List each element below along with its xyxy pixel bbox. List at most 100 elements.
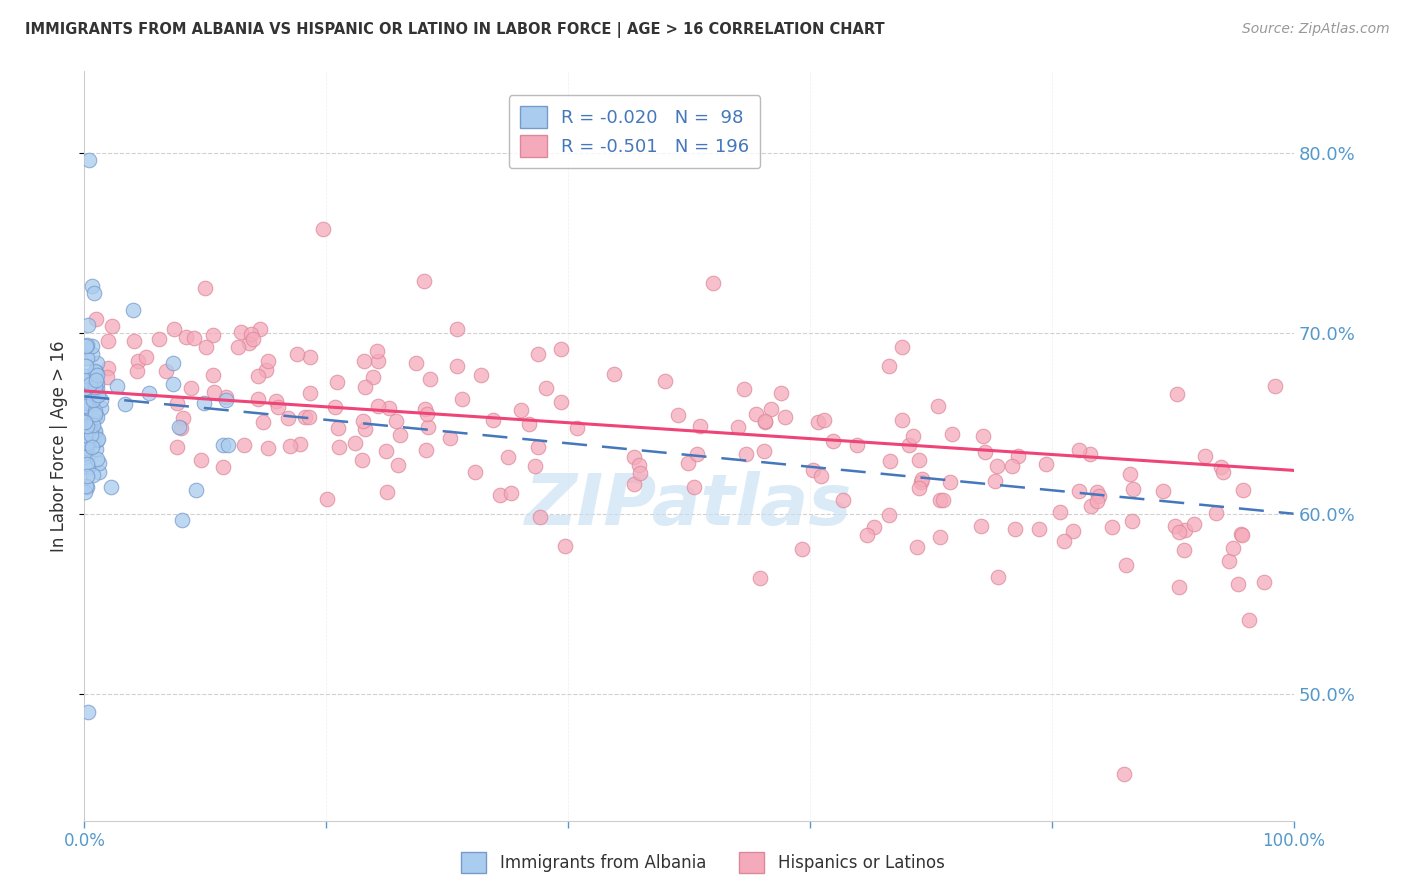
Point [970, 518, 993, 533]
Point [82, 395, 104, 409]
Point [450, 392, 472, 406]
Point [298, 350, 321, 364]
Point [910, 475, 932, 490]
Point [77, 460, 100, 475]
Point [73, 419, 96, 434]
Point [363, 370, 385, 384]
Point [987, 570, 1010, 584]
Point [76, 372, 98, 386]
Point [90, 401, 112, 416]
Point [905, 541, 928, 555]
Point [240, 327, 263, 342]
Point [1173, 543, 1195, 558]
Point [77, 318, 100, 332]
Point [215, 393, 238, 408]
Point [831, 492, 853, 507]
Point [122, 334, 145, 348]
Point [375, 443, 398, 458]
Point [90, 392, 112, 407]
Point [1222, 541, 1244, 555]
Point [312, 221, 335, 235]
Point [77, 384, 100, 399]
Point [97, 360, 120, 375]
Point [87, 387, 110, 401]
Point [790, 541, 813, 556]
Point [550, 342, 572, 356]
Point [226, 340, 249, 354]
Point [79, 402, 101, 417]
Point [1115, 558, 1137, 572]
Point [80, 428, 103, 442]
Point [75, 380, 97, 394]
Point [554, 540, 576, 554]
Point [1069, 484, 1091, 499]
Point [1264, 378, 1286, 392]
Point [76, 418, 98, 433]
Point [524, 458, 547, 473]
Point [252, 415, 274, 429]
Point [77, 396, 100, 410]
Point [908, 453, 931, 467]
Point [565, 421, 588, 435]
Point [247, 392, 270, 406]
Point [891, 341, 914, 355]
Point [929, 492, 952, 507]
Point [419, 372, 441, 386]
Point [80, 440, 103, 454]
Point [1085, 484, 1108, 499]
Point [1209, 460, 1232, 475]
Point [76, 444, 98, 458]
Point [986, 458, 1008, 473]
Point [745, 407, 768, 421]
Point [76, 338, 98, 352]
Point [277, 410, 299, 425]
Point [325, 400, 347, 414]
Point [180, 381, 202, 395]
Point [76, 457, 98, 471]
Point [810, 468, 832, 483]
Point [86, 368, 108, 383]
Point [654, 374, 676, 388]
Point [481, 412, 503, 426]
Point [73, 388, 96, 402]
Point [526, 346, 548, 360]
Point [212, 460, 235, 475]
Point [1218, 553, 1240, 567]
Point [702, 276, 724, 290]
Point [75, 450, 97, 465]
Point [238, 336, 260, 351]
Point [1237, 613, 1260, 627]
Point [75, 428, 97, 442]
Point [623, 477, 645, 491]
Point [446, 322, 468, 336]
Point [86, 366, 108, 380]
Point [377, 485, 399, 500]
Point [195, 340, 218, 354]
Point [813, 412, 835, 426]
Point [754, 444, 776, 458]
Point [941, 427, 963, 442]
Point [232, 438, 254, 452]
Point [387, 458, 409, 472]
Point [1232, 483, 1254, 497]
Point [676, 456, 699, 470]
Point [328, 440, 350, 454]
Point [1166, 387, 1188, 401]
Point [75, 359, 97, 374]
Point [1001, 459, 1024, 474]
Point [84, 426, 107, 441]
Point [1121, 514, 1143, 528]
Point [1174, 523, 1197, 537]
Point [294, 409, 316, 424]
Point [79, 423, 101, 437]
Point [202, 368, 225, 382]
Point [550, 395, 572, 409]
Point [891, 413, 914, 427]
Point [80, 346, 103, 360]
Point [190, 453, 212, 467]
Point [162, 377, 184, 392]
Point [105, 378, 128, 392]
Point [83, 286, 105, 301]
Point [298, 386, 321, 401]
Point [86, 410, 108, 425]
